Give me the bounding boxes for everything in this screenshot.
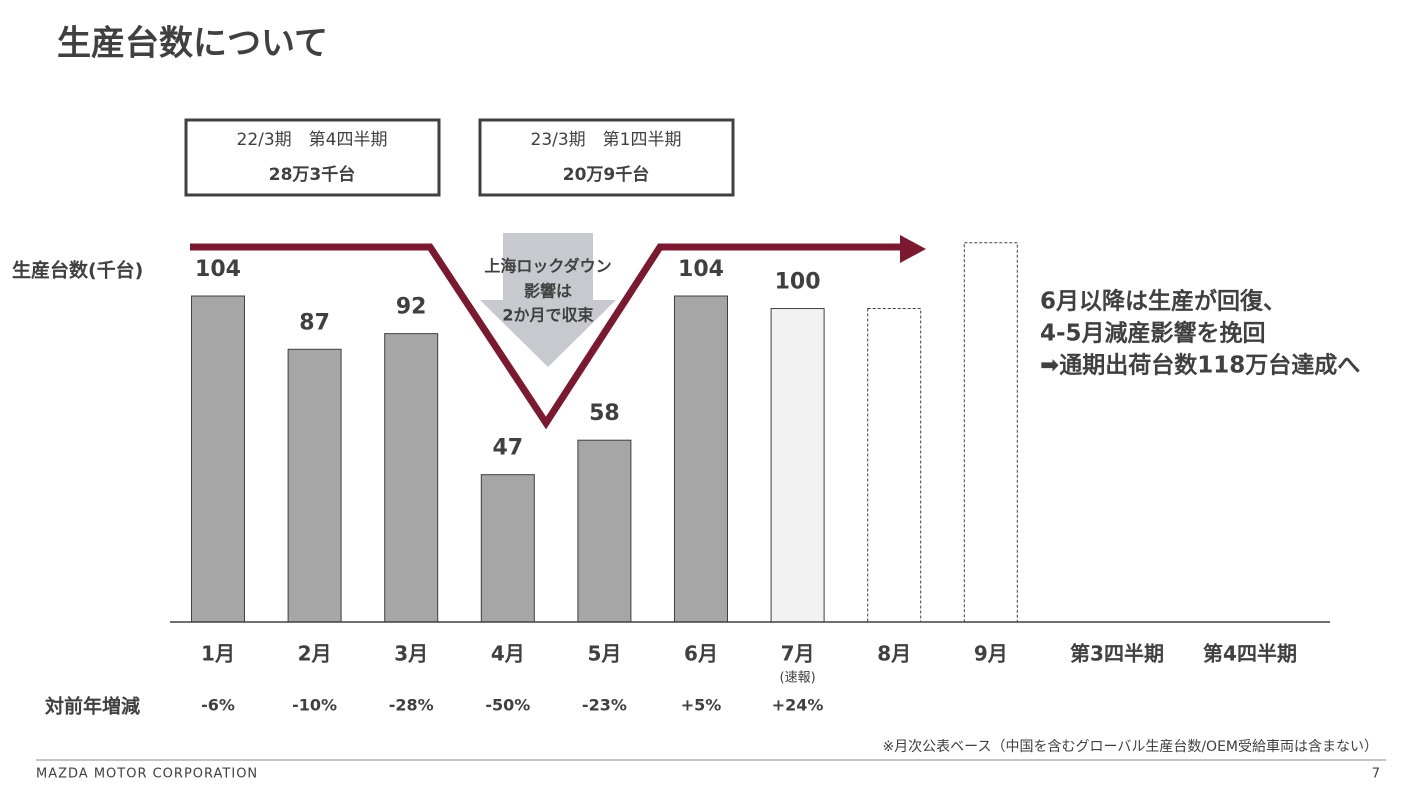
- bar: [867, 308, 922, 623]
- message: 4-5月減産影響を挽回: [1040, 320, 1266, 347]
- box-period: 22/3期 第4四半期: [237, 130, 388, 150]
- bar: [384, 333, 439, 623]
- yoy-label: +24%: [772, 696, 824, 715]
- annotation-text: 影響は: [524, 282, 572, 301]
- x-tick-label: 8月: [877, 642, 911, 666]
- bar: [577, 439, 632, 623]
- trend-line: [190, 243, 905, 430]
- bars: [191, 242, 1018, 623]
- annotation-text: 2か月で収束: [502, 306, 594, 325]
- slide-title: 生産台数について: [57, 24, 328, 64]
- yoy-label: -6%: [201, 696, 235, 715]
- bar: [963, 242, 1018, 623]
- data-label: 104: [678, 257, 724, 282]
- row-label: 対前年増減: [44, 695, 140, 718]
- trend-arrowhead: [900, 235, 926, 263]
- data-label: 58: [589, 401, 620, 426]
- data-label: 104: [195, 257, 241, 282]
- x-tick-label: 3月: [394, 642, 428, 666]
- annotation-arrow: [480, 233, 616, 367]
- annotation-text: 上海ロックダウン: [484, 257, 611, 276]
- x-tick-note: (速報): [780, 671, 816, 686]
- x-tick-label: 1月: [201, 642, 235, 666]
- x-tick-label: 5月: [587, 642, 621, 666]
- box-amount: 20万9千台: [563, 164, 650, 185]
- footer: MAZDA MOTOR CORPORATION: [36, 767, 258, 782]
- yoy-label: -28%: [389, 696, 434, 715]
- x-tick-label: 6月: [684, 642, 718, 666]
- x-tick-label: 7月: [781, 642, 815, 666]
- data-label: 100: [775, 270, 821, 295]
- message: 6月以降は生産が回復、: [1040, 288, 1286, 315]
- bar: [191, 295, 245, 623]
- x-tick-label: 第3四半期: [1070, 642, 1164, 666]
- footnote: ※月次公表ベース（中国を含むグローバル生産台数/OEM受給車両は含まない）: [882, 738, 1378, 755]
- yoy-label: -23%: [582, 696, 627, 715]
- period-box: [478, 118, 735, 197]
- page-number: 7: [1372, 767, 1380, 782]
- data-label: 87: [299, 310, 330, 335]
- data-label: 92: [396, 295, 427, 320]
- yoy-label: -10%: [292, 696, 337, 715]
- bar: [287, 348, 342, 623]
- x-tick-label: 第4四半期: [1203, 642, 1297, 666]
- period-box: [184, 118, 441, 197]
- data-label: 47: [492, 436, 523, 461]
- x-tick-label: 4月: [491, 642, 525, 666]
- box-amount: 28万3千台: [269, 164, 356, 185]
- box-period: 23/3期 第1四半期: [531, 130, 682, 150]
- bar: [480, 474, 535, 623]
- bar: [674, 295, 728, 623]
- x-tick-label: 9月: [974, 642, 1008, 666]
- yoy-label: -50%: [485, 696, 530, 715]
- bar: [770, 308, 825, 623]
- y-axis-label: 生産台数(千台): [12, 259, 143, 282]
- message: ➡通期出荷台数118万台達成へ: [1040, 352, 1360, 379]
- yoy-label: +5%: [681, 696, 722, 715]
- x-tick-label: 2月: [298, 642, 332, 666]
